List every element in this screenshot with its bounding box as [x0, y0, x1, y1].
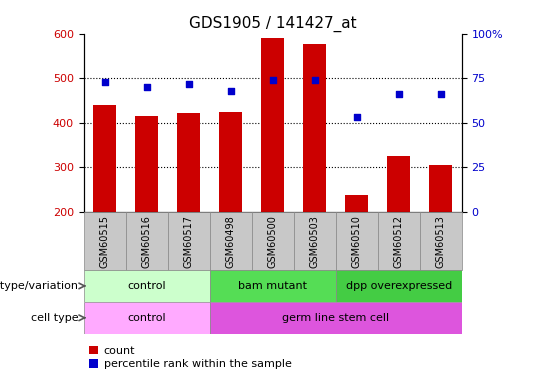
Point — [310, 77, 319, 83]
Bar — [252, 212, 294, 270]
Point — [100, 79, 109, 85]
Bar — [84, 212, 126, 270]
Title: GDS1905 / 141427_at: GDS1905 / 141427_at — [189, 16, 356, 32]
Text: bam mutant: bam mutant — [238, 281, 307, 291]
Text: GSM60512: GSM60512 — [394, 215, 404, 268]
Text: GSM60500: GSM60500 — [268, 215, 278, 268]
Bar — [336, 270, 462, 302]
Text: GSM60498: GSM60498 — [226, 215, 235, 267]
Point — [143, 84, 151, 90]
Text: GSM60517: GSM60517 — [184, 215, 194, 268]
Text: dpp overexpressed: dpp overexpressed — [346, 281, 452, 291]
Bar — [336, 212, 377, 270]
Bar — [210, 270, 336, 302]
Text: GSM60503: GSM60503 — [310, 215, 320, 268]
Point — [268, 77, 277, 83]
Bar — [210, 212, 252, 270]
Text: genotype/variation: genotype/variation — [0, 281, 78, 291]
Bar — [377, 212, 420, 270]
Text: cell type: cell type — [31, 313, 78, 323]
Bar — [135, 116, 158, 212]
Bar — [303, 45, 326, 212]
Bar — [168, 212, 210, 270]
Bar — [261, 38, 284, 212]
Bar — [84, 270, 210, 302]
Bar — [177, 113, 200, 212]
Text: GSM60516: GSM60516 — [141, 215, 152, 268]
Point — [226, 88, 235, 94]
Bar — [93, 105, 116, 212]
Bar — [387, 156, 410, 212]
Bar — [126, 212, 168, 270]
Point — [353, 114, 361, 120]
Point — [394, 92, 403, 98]
Point — [436, 92, 445, 98]
Bar — [219, 112, 242, 212]
Text: GSM60513: GSM60513 — [436, 215, 446, 268]
Text: germ line stem cell: germ line stem cell — [282, 313, 389, 323]
Bar — [84, 302, 210, 334]
Text: control: control — [127, 281, 166, 291]
Point — [184, 81, 193, 87]
Bar — [345, 195, 368, 212]
Bar — [420, 212, 462, 270]
Bar — [210, 302, 462, 334]
Text: GSM60515: GSM60515 — [100, 215, 110, 268]
Text: GSM60510: GSM60510 — [352, 215, 362, 268]
Bar — [294, 212, 336, 270]
Bar — [429, 165, 453, 212]
Text: control: control — [127, 313, 166, 323]
Legend: count, percentile rank within the sample: count, percentile rank within the sample — [89, 346, 292, 369]
